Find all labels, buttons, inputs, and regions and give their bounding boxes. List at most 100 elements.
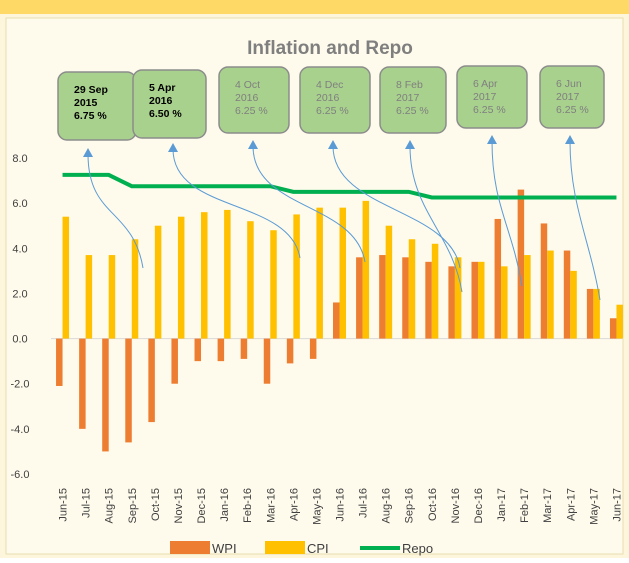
bar	[540, 223, 548, 339]
callout-text: 29 Sep	[74, 84, 108, 96]
callout-link	[491, 140, 523, 287]
x-tick-label: Jan-17	[496, 488, 508, 522]
bar	[501, 266, 508, 339]
legend-label: Repo	[402, 541, 433, 556]
bar	[194, 338, 202, 362]
repo-line	[62, 172, 617, 200]
y-tick-label: 0.0	[12, 334, 27, 346]
callout-text: 2016	[316, 92, 340, 104]
callout-link	[332, 145, 461, 269]
x-tick-label: Jul-15	[81, 488, 93, 518]
callout-arrow	[248, 140, 258, 149]
bar	[362, 200, 370, 339]
y-tick-label: -4.0	[11, 424, 30, 436]
bar	[125, 338, 132, 443]
legend-swatch	[170, 541, 210, 554]
bar	[108, 255, 116, 339]
callout-box	[379, 66, 447, 134]
callout-link	[172, 148, 301, 259]
x-tick-label: Jan-16	[219, 488, 231, 522]
x-tick-label: Feb-16	[242, 488, 254, 523]
bar	[593, 288, 600, 339]
bar	[454, 257, 462, 339]
x-tick-label: Sep-15	[127, 488, 139, 523]
callout-link	[409, 145, 463, 293]
bar	[477, 261, 485, 339]
bar	[240, 338, 248, 359]
bar	[494, 218, 502, 339]
x-tick-label: Apr-16	[288, 488, 300, 521]
bar	[79, 338, 86, 429]
callout-text: 5 Apr	[149, 82, 175, 94]
bar	[171, 338, 178, 384]
bar	[286, 338, 294, 364]
callout-text: 6.25 %	[396, 105, 429, 117]
x-tick-label: Aug-16	[381, 488, 393, 523]
callout-text: 6 Apr	[473, 78, 498, 90]
callout-text: 2017	[396, 92, 420, 104]
x-tick-label: Dec-16	[473, 488, 485, 523]
callout-arrow	[405, 140, 415, 149]
callout-link	[569, 140, 601, 301]
bar	[217, 338, 225, 362]
bar	[517, 189, 525, 339]
callout-box	[299, 66, 371, 134]
legend-swatch	[265, 541, 305, 554]
x-tick-label: Mar-16	[265, 488, 277, 523]
y-tick-label: 4.0	[12, 243, 27, 255]
x-tick-label: Feb-17	[519, 488, 531, 523]
y-tick-label: 6.0	[12, 198, 27, 210]
callout-box	[539, 65, 605, 129]
bar	[224, 209, 231, 339]
bar	[570, 270, 577, 339]
bar	[102, 338, 109, 452]
bar	[62, 216, 70, 339]
bar	[247, 221, 254, 339]
x-tick-label: Sep-16	[404, 488, 416, 523]
bar	[431, 243, 439, 339]
x-tick-label: Jun-17	[611, 488, 623, 522]
x-tick-label: Jun-16	[335, 488, 347, 522]
bar	[201, 212, 208, 339]
callout-box	[132, 69, 207, 139]
bar	[547, 250, 554, 339]
y-tick-label: 8.0	[12, 153, 27, 165]
bar	[408, 239, 416, 339]
x-tick-label: Apr-17	[565, 488, 577, 521]
bar	[148, 338, 155, 423]
bar	[177, 216, 185, 339]
bar	[333, 302, 340, 339]
top-band	[0, 0, 629, 14]
bar	[609, 318, 617, 339]
callout-text: 2017	[556, 91, 580, 103]
bar	[425, 261, 432, 339]
legend-label: CPI	[307, 541, 329, 556]
callout-arrow	[168, 143, 178, 152]
callout-text: 6.25 %	[316, 105, 349, 117]
callout-text: 6.75 %	[74, 110, 107, 122]
bar	[524, 255, 531, 339]
x-tick-label: Nov-16	[450, 488, 462, 523]
bar	[263, 338, 271, 384]
bar	[586, 288, 594, 339]
callout-text: 8 Feb	[396, 79, 423, 91]
callout-box	[456, 65, 528, 129]
callout-text: 2017	[473, 91, 497, 103]
callout-link	[252, 145, 366, 263]
x-tick-label: Jun-15	[58, 488, 70, 522]
callout-text: 2016	[149, 95, 173, 107]
callout-link	[87, 153, 144, 269]
bar	[448, 266, 455, 339]
callout-box	[218, 66, 290, 134]
x-tick-label: Oct-15	[150, 488, 162, 521]
callout-text: 6 Jun	[556, 78, 582, 90]
bar	[563, 250, 571, 339]
bar	[356, 257, 363, 339]
legend-label: WPI	[212, 541, 237, 556]
callout-text: 6.25 %	[235, 105, 268, 117]
x-tick-label: Dec-15	[196, 488, 208, 523]
x-tick-label: Oct-16	[427, 488, 439, 521]
bar	[270, 230, 277, 339]
x-tick-label: Nov-15	[173, 488, 185, 523]
